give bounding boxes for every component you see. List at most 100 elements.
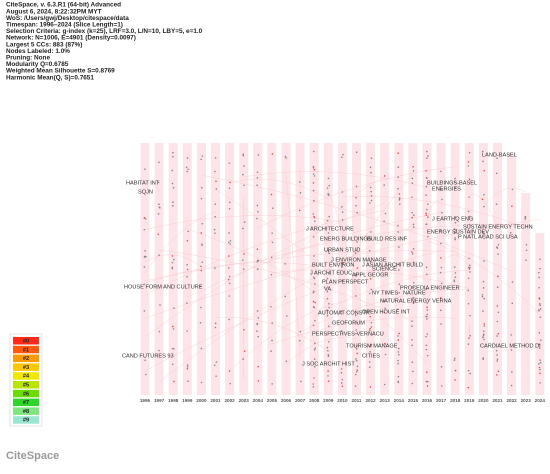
node-dot <box>482 310 484 312</box>
node-dot <box>256 268 259 271</box>
node-dot <box>355 332 357 335</box>
node-dot <box>441 198 443 201</box>
link <box>144 254 202 268</box>
node-dot <box>328 194 330 196</box>
node-dot <box>356 369 359 372</box>
year-label: 2007 <box>295 398 306 403</box>
node-dot <box>440 257 442 259</box>
node-dot <box>284 155 287 158</box>
year-band <box>267 143 277 395</box>
node-label: CARDIAEL METHOD DI <box>480 343 541 349</box>
node-dot <box>425 335 427 338</box>
node-dot <box>312 383 315 385</box>
node-dot <box>397 224 399 227</box>
node-dot <box>497 275 499 278</box>
node-dot <box>384 353 387 356</box>
node-dot <box>327 302 330 305</box>
node-dot <box>509 232 512 234</box>
node-dot <box>159 304 161 306</box>
node-label: LAND-BASEL <box>482 152 517 158</box>
node-label: HOUSE FORM AND CULTURE <box>124 284 203 290</box>
node-label: CITIES <box>362 353 380 359</box>
node-dot <box>342 153 344 156</box>
node-dot <box>327 375 329 377</box>
node-dot <box>171 325 174 328</box>
node-dot <box>313 306 316 309</box>
node-dot <box>186 367 189 370</box>
node-dot <box>214 232 216 234</box>
node-label: HABITAT INT <box>126 180 160 186</box>
node-dot <box>426 380 429 383</box>
node-dot <box>483 323 486 325</box>
year-band <box>168 143 178 395</box>
node-dot <box>467 266 470 269</box>
node-dot <box>172 186 175 189</box>
header-line: Timespan: 1996–2024 (Slice Length=1) <box>6 21 123 28</box>
node-dot <box>313 365 316 368</box>
node-dot <box>426 354 429 357</box>
node-dot <box>539 382 541 384</box>
node-dot <box>439 297 442 299</box>
node-dot <box>497 311 500 314</box>
node-dot <box>214 326 217 329</box>
link <box>342 196 526 228</box>
node-dot <box>454 216 457 218</box>
node-dot <box>440 323 442 325</box>
node-dot <box>171 182 174 185</box>
node-dot <box>495 374 498 376</box>
node-dot <box>228 282 231 285</box>
node-dot <box>326 290 329 293</box>
node-dot <box>341 378 344 381</box>
node-dot <box>467 386 470 389</box>
year-label: 2002 <box>224 398 235 403</box>
node-dot <box>242 154 245 157</box>
node-dot <box>200 232 203 234</box>
node-dot <box>241 259 244 261</box>
node-dot <box>538 286 540 289</box>
node-dot <box>524 217 527 219</box>
node-dot <box>468 215 470 218</box>
node-dot <box>412 165 414 168</box>
node-dot <box>469 271 471 273</box>
node-dot <box>243 221 246 223</box>
node-dot <box>538 347 541 349</box>
node-dot <box>328 252 330 255</box>
node-dot <box>326 309 329 312</box>
node-dot <box>482 357 484 359</box>
year-label: 2005 <box>267 398 278 403</box>
node-dot <box>440 366 443 368</box>
node-label: J EARTHQ ENG <box>432 216 473 222</box>
node-dot <box>229 382 232 385</box>
node-dot <box>271 207 274 210</box>
node-dot <box>454 369 457 372</box>
year-label: 2019 <box>464 398 475 403</box>
node-dot <box>412 170 415 172</box>
node-dot <box>227 241 230 244</box>
node-label: ENERGIES <box>432 186 461 192</box>
node-dot <box>481 198 484 201</box>
node-dot <box>256 322 259 325</box>
node-dot <box>228 295 231 297</box>
node-dot <box>539 258 541 261</box>
node-dot <box>440 266 443 269</box>
year-band <box>352 143 361 395</box>
node-dot <box>270 256 273 259</box>
node-dot <box>538 366 541 369</box>
node-dot <box>397 176 399 178</box>
node-dot <box>383 184 385 186</box>
node-dot <box>327 380 330 383</box>
node-dot <box>299 191 302 194</box>
node-dot <box>426 333 429 335</box>
link <box>285 337 357 365</box>
node-dot <box>355 196 357 199</box>
node-dot <box>426 313 429 316</box>
node-dot <box>411 216 414 219</box>
legend-label: #0 <box>23 338 29 344</box>
node-dot <box>481 150 484 153</box>
node-dot <box>453 279 456 281</box>
legend-swatch <box>13 345 39 354</box>
year-band <box>507 153 517 395</box>
legend-swatch <box>13 407 39 415</box>
node-dot <box>481 295 484 298</box>
node-dot <box>454 276 457 278</box>
